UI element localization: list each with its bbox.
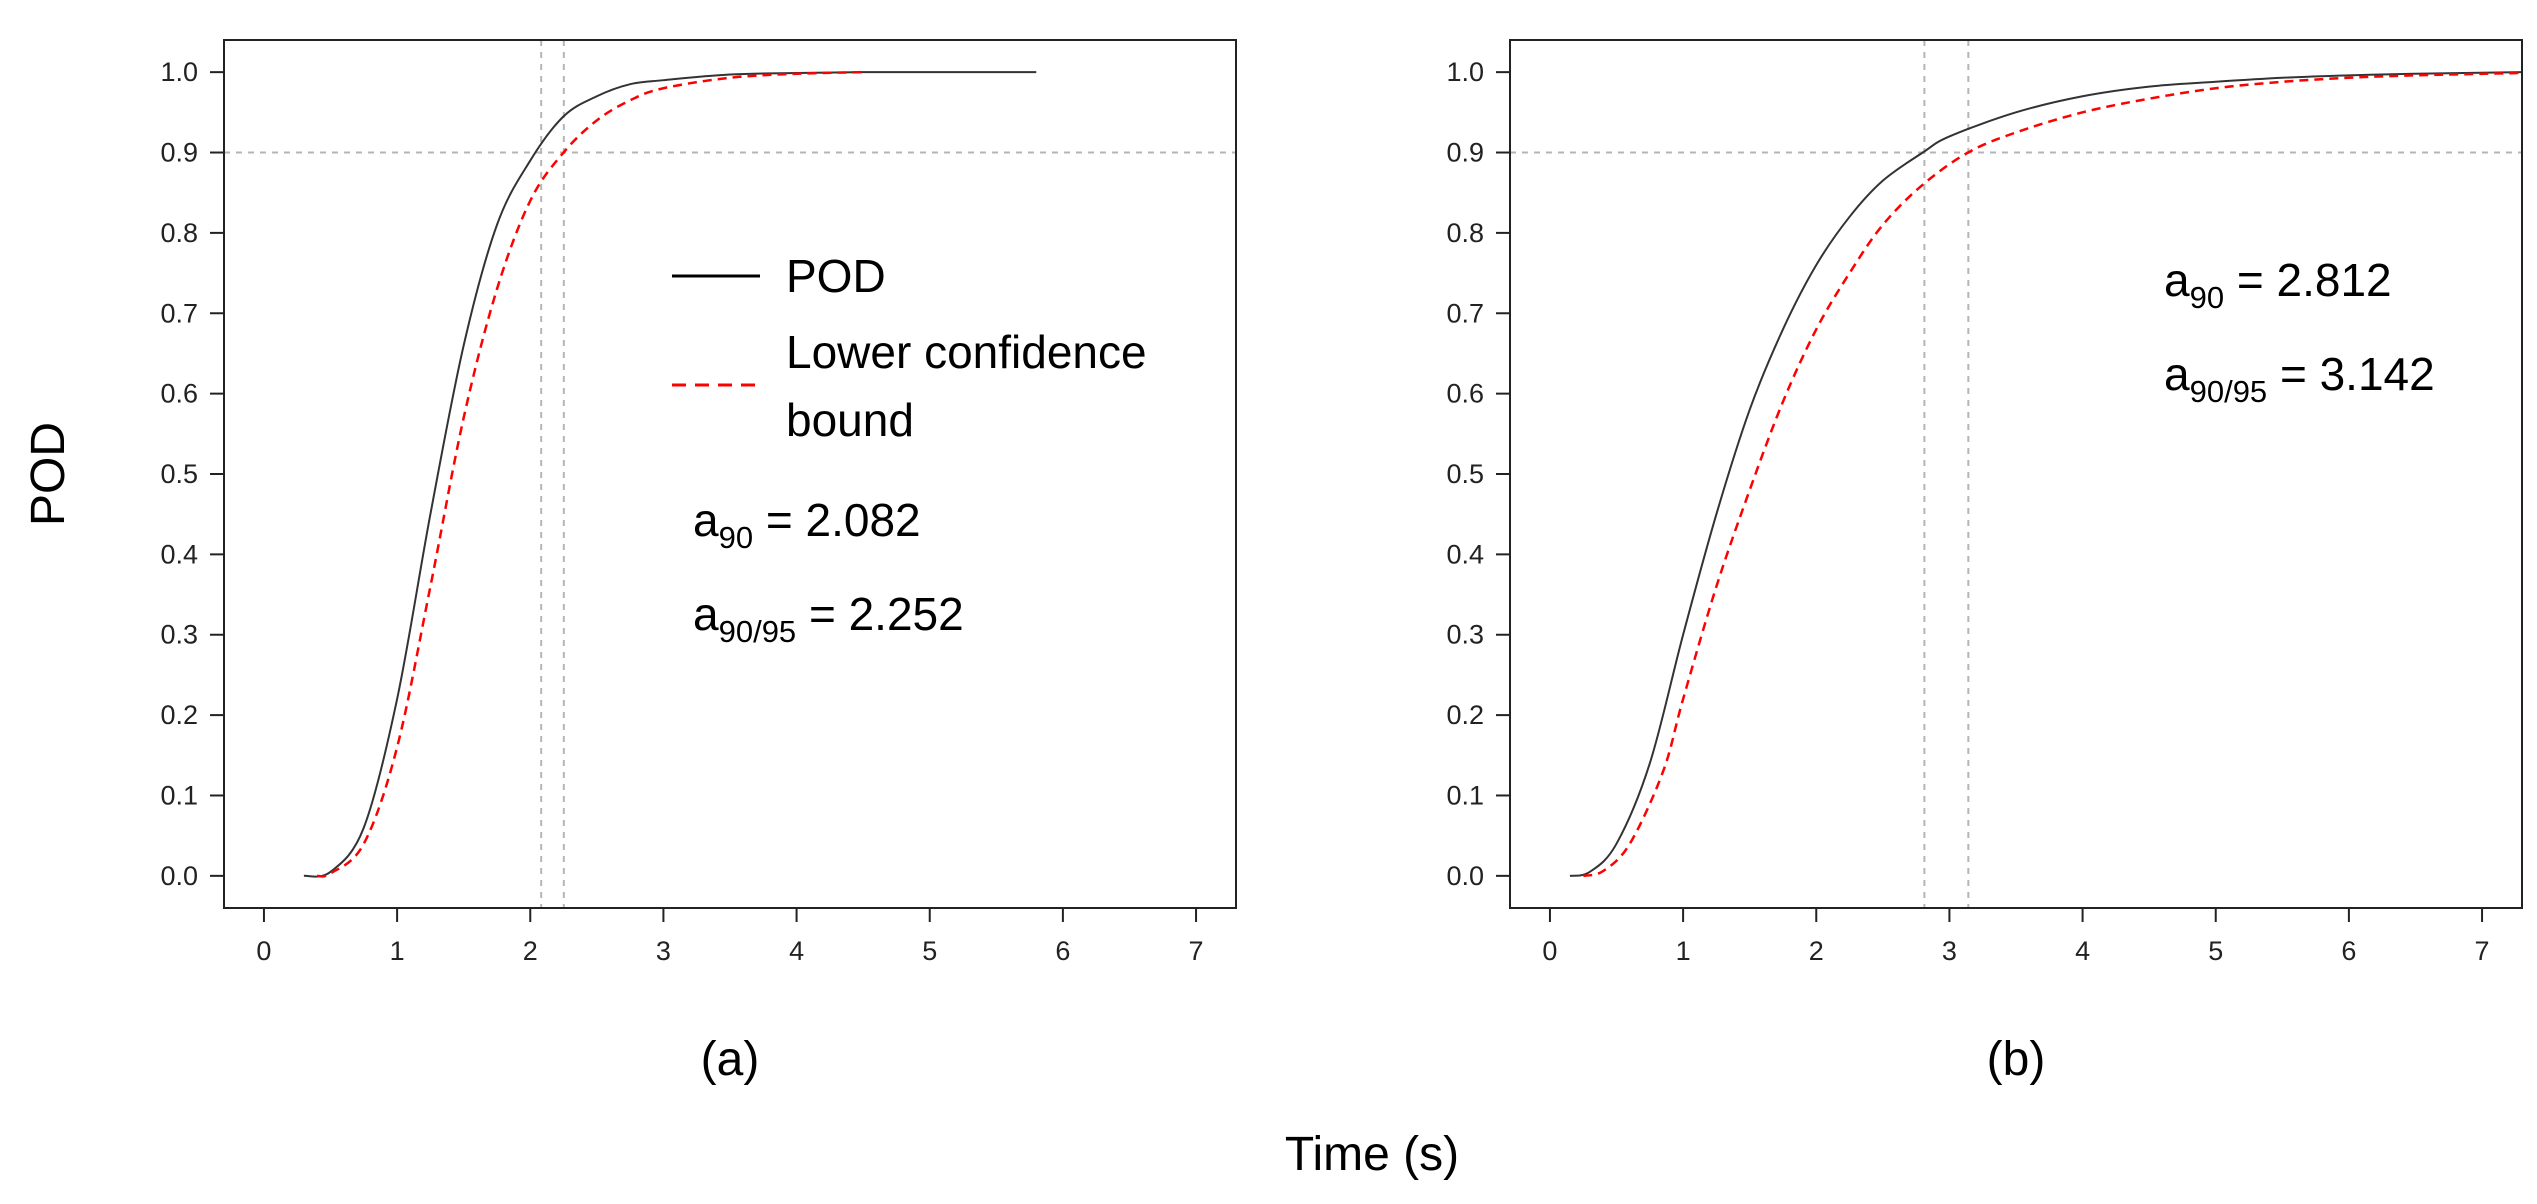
panel-b-y-tick-label: 0.0 [1446, 861, 1484, 891]
panel-b-x-tick-label: 1 [1676, 936, 1691, 966]
panel-a-x-tick-label: 3 [656, 936, 671, 966]
panel-a-y-tick-label: 0.7 [160, 298, 198, 328]
panel-b-series-lower-bound [1582, 71, 2522, 878]
legend-lcb-label-line1: Lower confidence [786, 326, 1147, 378]
panel-a-series-pod [303, 71, 1037, 878]
panel-a-y-tick-label: 0.1 [160, 780, 198, 810]
panel-a-series-lower-bound [316, 70, 864, 878]
panel-a-x-tick-label: 1 [390, 936, 405, 966]
panel-b-x-axis: 0 1 2 3 4 5 6 7 [1542, 908, 2490, 966]
panel-b-a9095-annotation: a90/95 = 3.142 [2164, 348, 2435, 409]
panel-a-label: (a) [701, 1033, 760, 1086]
panel-a-y-tick-label: 0.2 [160, 700, 198, 730]
panel-b-y-tick-label: 0.5 [1446, 459, 1484, 489]
panel-b-y-tick-label: 1.0 [1446, 57, 1484, 87]
panel-b-x-tick-label: 7 [2475, 936, 2490, 966]
panel-b-y-tick-label: 0.8 [1446, 218, 1484, 248]
panel-a-x-tick-label: 6 [1055, 936, 1070, 966]
panel-b-x-tick-label: 6 [2341, 936, 2356, 966]
panel-a-y-tick-label: 0.8 [160, 218, 198, 248]
panel-b-x-tick-label: 2 [1809, 936, 1824, 966]
panel-b-y-tick-label: 0.6 [1446, 379, 1484, 409]
panel-a-x-tick-label: 4 [789, 936, 804, 966]
panel-a: 0.0 0.1 0.2 0.3 0.4 0.5 0.6 0.7 0.8 0.9 1.0 0 1 2 3 4 5… [160, 39, 1237, 1086]
panel-a-y-tick-label: 0.0 [160, 861, 198, 891]
panel-a-x-tick-label: 5 [922, 936, 937, 966]
x-axis-title: Time (s) [1285, 1128, 1459, 1181]
panel-a-y-tick-label: 0.4 [160, 539, 198, 569]
panel-b-label: (b) [1987, 1033, 2046, 1086]
panel-b: 0.0 0.1 0.2 0.3 0.4 0.5 0.6 0.7 0.8 0.9 1.0 0 1 2 3 4 5… [1446, 39, 2523, 1086]
panel-a-plot-frame [223, 39, 1237, 909]
legend-lcb-label-line2: bound [786, 394, 914, 446]
panel-b-series-pod [1569, 71, 2522, 877]
panel-b-x-tick-label: 0 [1542, 936, 1557, 966]
panel-b-ref-lines [1510, 40, 2522, 908]
panel-a-x-tick-label: 7 [1189, 936, 1204, 966]
panel-b-y-tick-label: 0.9 [1446, 138, 1484, 168]
panel-a-y-axis: 0.0 0.1 0.2 0.3 0.4 0.5 0.6 0.7 0.8 0.9 1.0 [160, 57, 224, 891]
panel-a-x-axis: 0 1 2 3 4 5 6 7 [256, 908, 1204, 966]
legend: POD Lower confidence bound [672, 250, 1147, 446]
panel-b-x-tick-label: 3 [1942, 936, 1957, 966]
panel-a-y-tick-label: 0.6 [160, 379, 198, 409]
panel-b-x-tick-label: 4 [2075, 936, 2090, 966]
panel-a-ref-lines [224, 40, 1236, 908]
panel-b-y-tick-label: 0.2 [1446, 700, 1484, 730]
panel-b-series [1569, 71, 2522, 878]
panel-b-y-tick-label: 0.4 [1446, 539, 1484, 569]
panel-a-x-tick-label: 2 [523, 936, 538, 966]
panel-a-a90-annotation: a90 = 2.082 [693, 494, 921, 555]
panel-a-a9095-annotation: a90/95 = 2.252 [693, 588, 964, 649]
panel-b-plot-frame [1509, 39, 2523, 909]
panel-a-y-tick-label: 1.0 [160, 57, 198, 87]
legend-pod-label: POD [786, 250, 886, 302]
panel-a-y-tick-label: 0.5 [160, 459, 198, 489]
panel-b-y-axis: 0.0 0.1 0.2 0.3 0.4 0.5 0.6 0.7 0.8 0.9 1.0 [1446, 57, 1510, 891]
panel-a-y-tick-label: 0.3 [160, 620, 198, 650]
panel-b-a90-annotation: a90 = 2.812 [2164, 254, 2392, 315]
panel-b-y-tick-label: 0.3 [1446, 620, 1484, 650]
panel-b-y-tick-label: 0.7 [1446, 298, 1484, 328]
panel-b-y-tick-label: 0.1 [1446, 780, 1484, 810]
panel-a-series [303, 70, 1037, 878]
panel-b-x-tick-label: 5 [2208, 936, 2223, 966]
panel-a-y-tick-label: 0.9 [160, 138, 198, 168]
y-axis-title: POD [22, 422, 75, 526]
panel-a-x-tick-label: 0 [256, 936, 271, 966]
